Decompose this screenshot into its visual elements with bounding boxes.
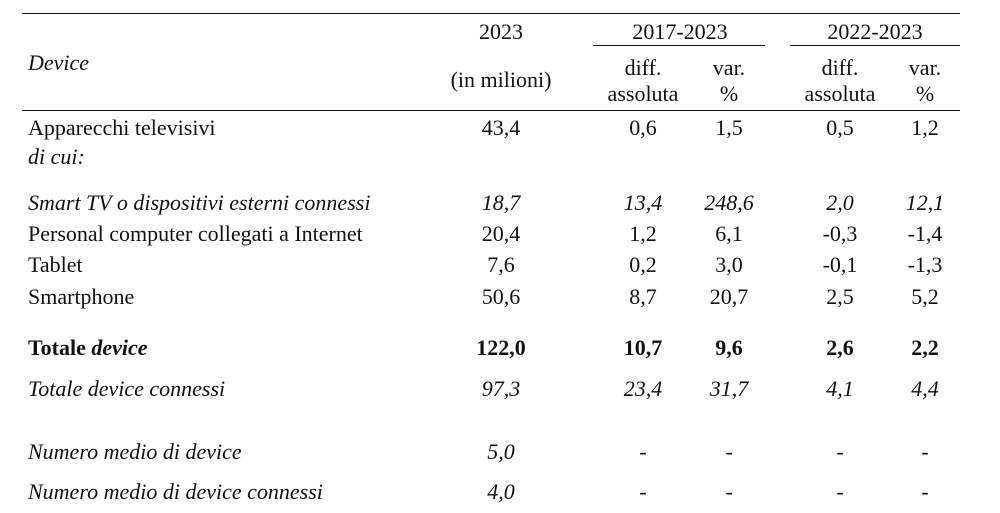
row-label-part: device [91, 335, 148, 360]
cell-value: 2,0 [826, 190, 854, 215]
row-label-part: Personal computer collegati a Internet [28, 221, 363, 246]
row-label-part: Numero medio di device [28, 439, 242, 464]
column-header: var. [908, 55, 942, 80]
row-label-header: Device [28, 50, 90, 75]
row-label-part: Smart TV o dispositivi esterni connessi [28, 190, 371, 215]
cell-value: 23,4 [623, 376, 663, 401]
cell-value: 6,1 [715, 221, 743, 246]
row-label-part: Totale [28, 335, 86, 360]
top-rule [22, 13, 960, 14]
row-label-part: Numero medio di device connessi [28, 479, 323, 504]
cell-value: 5,2 [911, 284, 939, 309]
cell-value: 122,0 [476, 335, 526, 360]
row-label-part: Tablet [28, 252, 83, 277]
cell-value: 20,7 [709, 284, 749, 309]
group-header: 2017-2023 [632, 19, 728, 44]
cell-value: 9,6 [715, 335, 743, 360]
cell-value: - [639, 479, 647, 504]
cell-value: 3,0 [715, 252, 743, 277]
column-unit: (in milioni) [450, 67, 552, 92]
cell-value: - [836, 479, 844, 504]
cell-value: -1,4 [907, 221, 943, 246]
cell-value: 10,7 [623, 335, 663, 360]
cell-value: 2,2 [911, 335, 939, 360]
row-label: Totale device [28, 337, 148, 359]
row-label-part: di cui: [28, 144, 85, 169]
cell-value: 4,4 [911, 376, 939, 401]
cell-value: - [725, 479, 733, 504]
cell-value: 97,3 [481, 376, 521, 401]
cell-value: 1,2 [911, 115, 939, 140]
row-label: Tablet [28, 254, 83, 276]
cell-value: 1,2 [629, 221, 657, 246]
column-header: diff. [624, 55, 662, 80]
cell-value: - [639, 439, 647, 464]
cell-value: 4,0 [487, 479, 515, 504]
cell-value: 43,4 [481, 115, 521, 140]
cell-value: 8,7 [629, 284, 657, 309]
column-header: % [915, 81, 935, 106]
header-rule [22, 110, 960, 111]
cell-value: - [921, 439, 929, 464]
cell-value: 13,4 [623, 190, 663, 215]
column-header: diff. [821, 55, 859, 80]
cell-value: 50,6 [481, 284, 521, 309]
cell-value: -0,3 [822, 221, 858, 246]
cell-value: 12,1 [905, 190, 945, 215]
row-label: Totale device connessi [28, 378, 225, 400]
cell-value: 5,0 [487, 439, 515, 464]
cell-value: 0,2 [629, 252, 657, 277]
cell-value: - [725, 439, 733, 464]
cell-value: 0,5 [826, 115, 854, 140]
cell-value: - [921, 479, 929, 504]
row-label: Smartphone [28, 286, 134, 308]
cell-value: 7,6 [487, 252, 515, 277]
cell-value: 2,6 [826, 335, 854, 360]
cell-value: - [836, 439, 844, 464]
cell-value: 4,1 [826, 376, 854, 401]
row-label: Apparecchi televisivi [28, 117, 216, 139]
cell-value: 1,5 [715, 115, 743, 140]
row-label: Smart TV o dispositivi esterni connessi [28, 192, 370, 214]
cell-value: -0,1 [822, 252, 858, 277]
column-header: assoluta [607, 81, 679, 106]
group-rule [790, 45, 960, 46]
row-label: Personal computer collegati a Internet [28, 223, 363, 245]
group-rule [593, 45, 765, 46]
cell-value: 248,6 [704, 190, 754, 215]
row-label: Numero medio di device [28, 441, 242, 463]
column-header: var. [712, 55, 746, 80]
group-header: 2022-2023 [827, 19, 923, 44]
cell-value: 18,7 [481, 190, 521, 215]
column-header: % [719, 81, 739, 106]
row-label: Numero medio di device connessi [28, 481, 323, 503]
row-label-part: Apparecchi televisivi [28, 115, 216, 140]
cell-value: 0,6 [629, 115, 657, 140]
column-header: 2023 [479, 19, 523, 44]
cell-value: 2,5 [826, 284, 854, 309]
row-label: di cui: [28, 146, 85, 168]
row-label-part: Smartphone [28, 284, 135, 309]
cell-value: -1,3 [907, 252, 943, 277]
cell-value: 20,4 [481, 221, 521, 246]
cell-value: 31,7 [709, 376, 749, 401]
row-label-part: Totale device connessi [28, 376, 226, 401]
column-header: assoluta [804, 81, 876, 106]
